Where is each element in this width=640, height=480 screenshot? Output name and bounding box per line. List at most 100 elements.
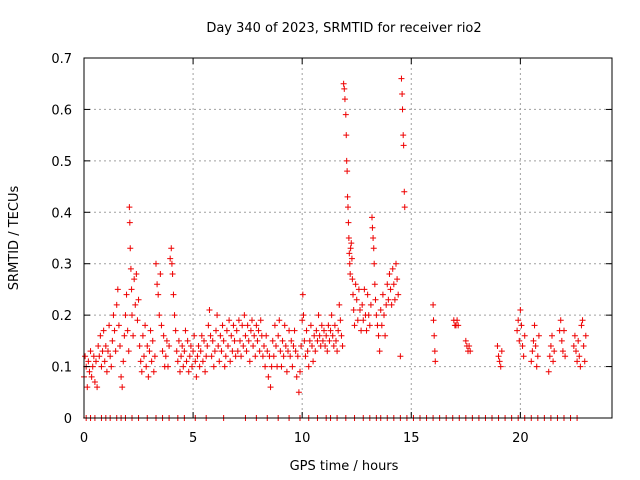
data-point xyxy=(497,363,504,370)
data-point xyxy=(195,343,202,349)
data-point xyxy=(175,337,182,344)
data-point xyxy=(369,214,375,221)
data-point xyxy=(184,337,191,344)
data-point xyxy=(299,291,306,298)
data-point xyxy=(155,291,162,298)
data-point xyxy=(214,312,221,319)
data-point xyxy=(124,327,131,334)
data-point xyxy=(270,353,277,360)
data-point xyxy=(190,348,197,355)
data-point xyxy=(174,358,181,365)
data-point xyxy=(557,317,564,324)
chart-title: Day 340 of 2023, SRMTID for receiver rio… xyxy=(206,21,481,36)
data-point xyxy=(277,348,284,355)
data-point xyxy=(186,353,193,360)
data-point xyxy=(269,337,276,344)
data-point xyxy=(201,337,207,344)
data-point xyxy=(573,348,579,355)
data-point xyxy=(254,337,261,344)
data-point xyxy=(218,348,225,355)
axis-ticks xyxy=(83,57,612,419)
data-point xyxy=(545,368,552,375)
data-point xyxy=(256,348,263,355)
data-point xyxy=(346,260,353,267)
data-point xyxy=(311,332,318,339)
data-point xyxy=(192,358,199,365)
data-points xyxy=(81,75,589,421)
data-point xyxy=(361,286,368,293)
data-point xyxy=(216,358,223,365)
data-point xyxy=(397,353,404,360)
data-point xyxy=(574,358,581,365)
data-point xyxy=(128,286,135,293)
data-point xyxy=(348,255,355,262)
data-point xyxy=(240,343,247,349)
data-point xyxy=(571,332,578,339)
data-point xyxy=(329,332,336,339)
data-point xyxy=(315,312,322,319)
data-point xyxy=(130,332,137,339)
data-point xyxy=(138,368,145,375)
data-point xyxy=(209,337,216,344)
data-point xyxy=(294,353,301,360)
data-point xyxy=(143,363,150,370)
data-point xyxy=(581,358,588,365)
data-point xyxy=(529,348,536,355)
data-point xyxy=(135,296,142,303)
data-point xyxy=(391,296,398,303)
data-point xyxy=(191,332,198,339)
data-point xyxy=(295,389,302,396)
data-point xyxy=(575,337,582,344)
x-tick-label: 20 xyxy=(512,431,529,446)
data-point xyxy=(520,353,527,360)
data-point xyxy=(400,132,407,139)
data-point xyxy=(251,332,258,339)
data-point xyxy=(454,317,461,324)
data-point xyxy=(126,219,133,226)
data-point xyxy=(247,327,254,334)
data-point xyxy=(281,322,288,329)
data-point xyxy=(528,358,535,365)
data-point xyxy=(109,337,116,344)
data-point xyxy=(322,343,329,349)
data-point xyxy=(282,343,289,349)
data-point xyxy=(346,250,353,257)
data-point xyxy=(141,353,147,360)
data-point xyxy=(314,337,321,344)
data-point xyxy=(518,322,525,329)
data-point xyxy=(324,348,331,355)
data-point xyxy=(246,358,253,365)
data-point xyxy=(204,343,211,349)
data-point xyxy=(102,343,109,349)
data-point xyxy=(339,343,346,349)
data-point xyxy=(89,363,96,370)
data-point xyxy=(371,281,378,288)
data-point xyxy=(579,317,586,324)
data-point xyxy=(279,337,286,344)
data-point xyxy=(430,301,437,308)
data-point xyxy=(519,343,526,349)
data-point xyxy=(151,353,158,360)
data-point xyxy=(223,327,230,334)
data-point xyxy=(532,343,539,349)
data-point xyxy=(113,301,120,308)
data-point xyxy=(183,358,190,365)
data-point xyxy=(302,353,309,360)
data-point xyxy=(363,327,370,334)
data-point xyxy=(365,312,372,319)
data-point xyxy=(127,265,134,272)
data-point xyxy=(354,317,361,324)
data-point xyxy=(157,271,164,277)
data-point xyxy=(82,353,89,360)
data-point xyxy=(106,322,113,329)
data-point xyxy=(384,281,391,288)
data-point xyxy=(90,353,97,360)
data-point xyxy=(304,348,311,355)
y-tick-labels: 0 0.1 0.2 0.3 0.4 0.5 0.6 0.7 xyxy=(51,52,72,427)
data-point xyxy=(263,332,270,339)
y-axis-label: SRMTID / TECUs xyxy=(7,186,22,291)
data-point xyxy=(335,327,342,334)
data-point xyxy=(253,322,260,329)
data-point xyxy=(154,281,161,288)
data-point xyxy=(495,353,502,360)
